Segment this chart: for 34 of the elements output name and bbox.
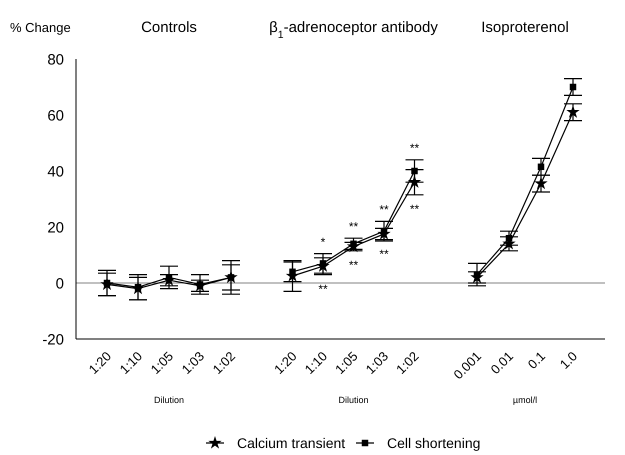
x-tick-label: 0.01 xyxy=(488,348,516,378)
annotation: ** xyxy=(410,141,420,155)
y-tick-label: 20 xyxy=(47,219,64,236)
y-tick-label: -20 xyxy=(42,331,64,348)
annotation: ** xyxy=(410,202,420,216)
legend-label: Calcium transient xyxy=(237,434,346,451)
y-tick-label: 40 xyxy=(47,163,64,180)
annotation: ** xyxy=(379,202,389,217)
chart-title: Isoproterenol xyxy=(481,19,569,36)
chart-title: Controls xyxy=(141,19,197,36)
annotation: ** xyxy=(348,219,358,234)
x-tick-label: 1:20 xyxy=(86,348,114,378)
chart-title: β$_{1}$-adrenoceptor antibody xyxy=(269,19,438,41)
x-tick-label: 1:02 xyxy=(393,348,422,378)
x-axis-title: Dilution xyxy=(338,395,369,405)
x-axis-title: µmol/l xyxy=(512,395,538,405)
annotation: * xyxy=(320,234,326,249)
x-tick-label: 0.1 xyxy=(524,348,548,372)
annotation: ** xyxy=(379,246,389,261)
x-axis-title: Dilution xyxy=(154,395,184,405)
y-tick-label: 80 xyxy=(47,51,64,68)
y-axis-title: % Change xyxy=(10,20,71,35)
x-tick-label: 1:03 xyxy=(362,348,392,378)
x-tick-label: 1:10 xyxy=(116,348,146,378)
x-tick-label: 1:10 xyxy=(302,348,330,378)
y-tick-label: 60 xyxy=(47,107,64,124)
annotation: ** xyxy=(318,282,328,296)
annotation: ** xyxy=(348,258,358,272)
y-tick-label: 0 xyxy=(56,275,64,292)
x-tick-label: 1.0 xyxy=(556,348,580,372)
legend-label: Cell shortening xyxy=(387,434,480,451)
x-tick-label: 1:20 xyxy=(271,348,300,378)
x-tick-label: 1:03 xyxy=(178,348,208,378)
x-tick-label: 1:02 xyxy=(210,348,238,378)
